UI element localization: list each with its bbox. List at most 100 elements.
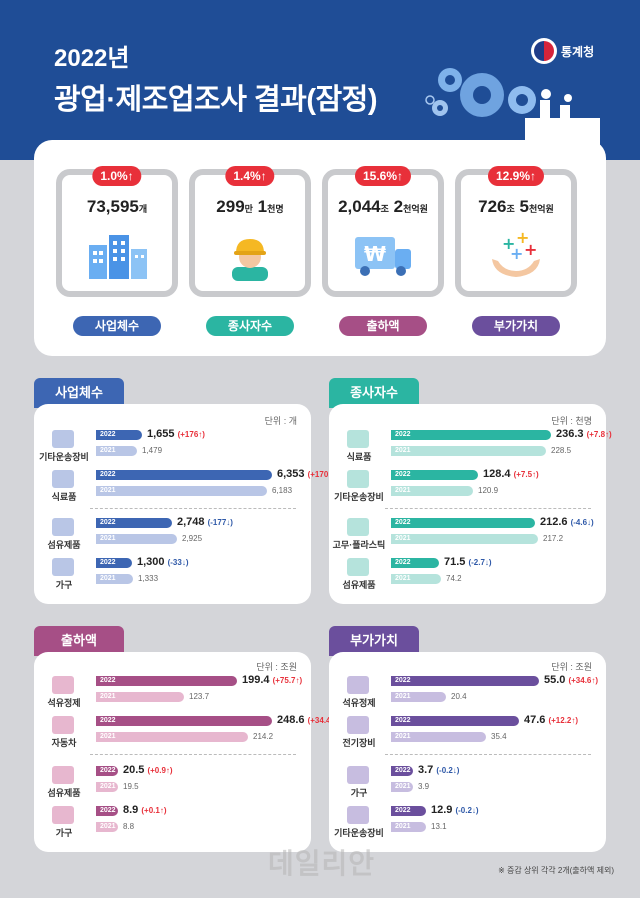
year-label: 2022	[395, 431, 411, 438]
change-value: (+75.7↑)	[272, 676, 303, 685]
year-label: 2021	[395, 535, 411, 542]
summary-value: 73,595개	[86, 197, 148, 216]
change-value: (+170↑)	[307, 470, 335, 479]
industry-icon	[52, 676, 74, 694]
year-label: 2021	[100, 783, 116, 790]
industry-icon	[347, 430, 369, 448]
bar-2021: 2021	[391, 446, 546, 456]
bar-2022: 2022	[96, 716, 272, 726]
industry-label: 전기장비	[342, 738, 376, 748]
industry-label: 식료품	[346, 452, 372, 462]
summary-value: 299만 1천명	[216, 197, 284, 216]
org-name: 통계청	[561, 44, 595, 59]
bar-2021: 2021	[96, 782, 118, 792]
bar-2021: 2021	[96, 692, 184, 702]
bar-2022: 2022	[391, 716, 519, 726]
org-logo: 통계청	[531, 38, 594, 64]
change-value: (-0.2↓)	[436, 766, 460, 775]
industry-icon	[347, 518, 369, 536]
bar-2022: 2022	[391, 518, 535, 528]
industry-label: 기타운송장비	[39, 452, 89, 462]
label-pill-value-added: 부가가치	[472, 316, 560, 336]
tab-value-added: 부가가치	[329, 626, 419, 656]
year-label: 2021	[395, 487, 411, 494]
svg-text:+: +	[516, 231, 529, 247]
year-label: 2021	[100, 693, 116, 700]
label-pill-shipments: 출하액	[339, 316, 427, 336]
tab-workers: 종사자수	[329, 378, 419, 408]
value-2022: 12.9 (-0.2↓)	[431, 804, 479, 816]
year-label: 2022	[100, 559, 116, 566]
change-value: (+34.6↑)	[568, 676, 599, 685]
bar-2021: 2021	[391, 822, 426, 832]
bar-2021: 2021	[96, 534, 177, 544]
bar-2021: 2021	[391, 732, 486, 742]
year-label: 2021	[395, 575, 411, 582]
bar-2021: 2021	[391, 534, 538, 544]
year-label: 2022	[395, 471, 411, 478]
industry-label: 가구	[350, 788, 368, 798]
unit-label: 단위 : 천명	[551, 416, 592, 426]
year-label: 2021	[100, 447, 116, 454]
bar-2021: 2021	[96, 822, 118, 832]
bar-2021: 2021	[96, 446, 137, 456]
bar-2022: 2022	[96, 518, 172, 528]
svg-text:₩: ₩	[364, 242, 386, 266]
bar-2022: 2022	[96, 430, 142, 440]
year-label: 2022	[100, 471, 116, 478]
industry-label: 자동차	[51, 738, 77, 748]
year-label: 2022	[100, 677, 116, 684]
value-2021: 35.4	[491, 732, 507, 741]
value-2021: 20.4	[451, 692, 467, 701]
value-2021: 2,925	[182, 534, 203, 543]
year-label: 2021	[395, 733, 411, 740]
change-value: (-33↓)	[167, 558, 189, 567]
bar-2022: 2022	[96, 558, 132, 568]
industry-label: 가구	[55, 580, 73, 590]
value-2022: 199.4 (+75.7↑)	[242, 674, 303, 686]
year-label: 2021	[100, 733, 116, 740]
value-2022: 1,300 (-33↓)	[137, 556, 189, 568]
value-2022: 6,353 (+170↑)	[277, 468, 335, 480]
year-label: 2021	[100, 487, 116, 494]
year-label: 2022	[100, 717, 116, 724]
industry-icon	[52, 716, 74, 734]
bar-2022: 2022	[96, 470, 272, 480]
section-workers: 단위 : 천명 식료품 2022 236.3 (+7.8↑) 2021 228.5 기타운…	[329, 404, 612, 604]
year-label: 2022	[395, 807, 411, 814]
unit-label: 단위 : 개	[264, 416, 297, 426]
value-2021: 214.2	[253, 732, 274, 741]
main-title: 광업·제조업조사 결과(잠정)	[54, 84, 378, 116]
tab-establishments: 사업체수	[34, 378, 124, 408]
bar-2022: 2022	[391, 676, 539, 686]
year-label: 2021	[100, 823, 116, 830]
bar-2022: 2022	[391, 766, 413, 776]
change-value: (+7.8↑)	[586, 430, 612, 439]
summary-card-shipments: 15.6%↑ 2,044조 2천억원 ₩	[322, 166, 444, 297]
industry-icon	[347, 676, 369, 694]
value-2021: 1,479	[142, 446, 163, 455]
svg-text:+: +	[524, 240, 537, 259]
change-value: (+0.1↑)	[141, 806, 167, 815]
bar-2021: 2021	[391, 782, 413, 792]
year-label: 2022	[395, 717, 411, 724]
change-value: (+7.5↑)	[513, 470, 539, 479]
bar-2022: 2022	[96, 676, 237, 686]
value-2021: 8.8	[123, 822, 135, 831]
section-establishments: 단위 : 개 기타운송장비 2022 1,655 (+176↑) 2021 1,479 식…	[34, 404, 335, 604]
value-2021: 217.2	[543, 534, 564, 543]
unit-label: 단위 : 조원	[256, 662, 297, 672]
value-2022: 71.5 (-2.7↓)	[444, 556, 492, 568]
value-2022: 212.6 (-4.6↓)	[540, 516, 594, 528]
industry-icon	[347, 766, 369, 784]
row-divider	[385, 754, 591, 755]
watermark: 데일리안	[268, 848, 376, 879]
worker-icon	[232, 239, 268, 281]
year-label: 2022	[395, 519, 411, 526]
change-value: (+12.2↑)	[548, 716, 579, 725]
change-value: (-0.2↓)	[455, 806, 479, 815]
unit-label: 단위 : 조원	[551, 662, 592, 672]
taegeuk-logo-icon	[531, 38, 557, 64]
year-label: 2022	[395, 767, 411, 774]
bar-2022: 2022	[391, 806, 426, 816]
